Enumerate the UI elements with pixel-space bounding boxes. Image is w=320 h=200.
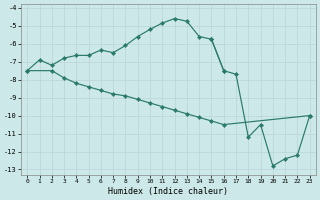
X-axis label: Humidex (Indice chaleur): Humidex (Indice chaleur): [108, 187, 228, 196]
